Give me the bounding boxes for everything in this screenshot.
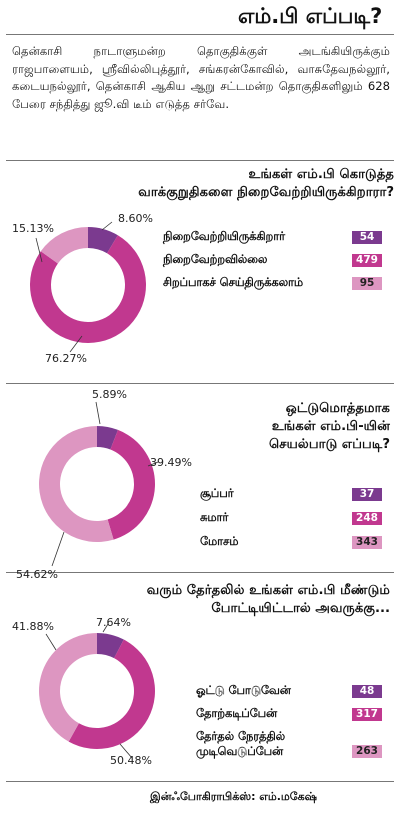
chart1-percent-label-2: 15.13% [12,222,54,235]
credit-line: இன்ஃபோகிராபிக்ஸ்: எம்.மகேஷ் [150,790,317,803]
chart2-leader-1 [147,461,159,467]
chart1-slice-2 [40,227,88,264]
chart3-legend-label-2-line2: முடிவெடுப்பேன் [196,745,284,758]
chart2-legend-label-1: சுமார் [200,511,229,524]
chart2-question-line1: ஒட்டுமொத்தமாக [285,401,390,416]
chart2-slice-0 [97,426,118,450]
divider-2 [6,383,394,384]
chart3-legend-label-1: தோற்கடிப்பேன் [196,707,277,720]
chart3-slice-1 [68,639,155,749]
chart3-slice-0 [97,633,124,659]
chart2-leader-2 [51,531,65,567]
chart1-question: உங்கள் எம்.பி கொடுத்த வாக்குறுதிகளை நிறை… [130,166,394,202]
intro-paragraph: தென்காசி நாடாளுமன்ற தொகுதிக்குள் அடங்கிய… [12,44,390,111]
chart3-leader-1 [119,743,133,759]
chart1-question-line2: வாக்குறுதிகளை நிறைவேற்றியிருக்கிறாரா? [138,185,394,200]
chart3-leader-2 [45,633,57,651]
header-divider [6,34,394,35]
chart3-question-line1: வரும் தேர்தலில் உங்கள் எம்.பி மீண்டும் [146,583,390,598]
divider-3 [6,572,394,573]
chart1-legend-value-0: 54 [352,231,382,244]
chart1-legend-value-1: 479 [352,254,382,267]
chart3-legend-value-0: 48 [352,685,382,698]
chart3-slice-2 [38,633,97,742]
chart1-legend-label-0: நிறைவேற்றியிருக்கிறார் [163,230,286,243]
chart3-percent-label-2: 41.88% [12,620,54,633]
chart1-percent-label-1: 76.27% [45,352,87,365]
chart3-legend-label-0: ஓட்டு போடுவேன் [196,684,291,697]
header-bar: எம்.பி எப்படி? [0,0,400,34]
chart2-legend-value-2: 343 [352,536,382,549]
chart1-slice-1 [29,235,146,343]
page-title: எம்.பி எப்படி? [238,4,383,28]
chart2-leader-0 [95,401,101,425]
chart3-percent-label-1: 50.48% [110,754,152,767]
chart2-percent-label-1: 39.49% [150,456,192,469]
chart2-legend-value-0: 37 [352,488,382,501]
divider-4 [6,781,394,782]
chart1-legend-label-1: நிறைவேற்றவில்லை [163,253,268,266]
chart2-question-line3: செயல்பாடு எப்படி? [269,437,390,452]
chart2-legend-label-0: சூப்பர் [200,487,234,500]
chart2-question: ஒட்டுமொத்தமாக உங்கள் எம்.பி-யின் செயல்பா… [200,400,390,454]
chart1-question-line1: உங்கள் எம்.பி கொடுத்த [248,167,394,182]
chart2-question-line2: உங்கள் எம்.பி-யின் [271,419,390,434]
chart2-legend-label-2: மோசம் [200,535,239,548]
divider-1 [6,160,394,161]
chart3-legend-value-1: 317 [352,708,382,721]
chart3-percent-label-0: 7.64% [96,616,131,629]
chart3-leader-0 [102,623,109,633]
chart1-percent-label-0: 8.60% [118,212,153,225]
chart2-slice-1 [107,429,155,540]
chart2-legend-value-1: 248 [352,512,382,525]
chart1-leader-1 [69,335,83,353]
chart1-legend-value-2: 95 [352,277,382,290]
chart1-leader-0 [101,221,113,231]
chart1-leader-2 [35,237,43,263]
chart2-percent-label-2: 54.62% [16,568,58,581]
chart2-percent-label-0: 5.89% [92,388,127,401]
chart1-slice-0 [88,227,118,254]
chart3-question: வரும் தேர்தலில் உங்கள் எம்.பி மீண்டும் ப… [10,582,390,618]
chart1-legend-label-2: சிறப்பாகச் செய்திருக்கலாம் [163,276,303,289]
chart2-slice-2 [38,426,114,542]
chart3-legend-label-2-line1: தேர்தல் நேரத்தில் [196,730,286,743]
chart3-question-line2: போட்டியிட்டால் அவருக்கு... [211,601,390,616]
chart3-legend-label-2: தேர்தல் நேரத்தில் முடிவெடுப்பேன் [196,729,285,759]
chart3-legend-value-2: 263 [352,745,382,758]
